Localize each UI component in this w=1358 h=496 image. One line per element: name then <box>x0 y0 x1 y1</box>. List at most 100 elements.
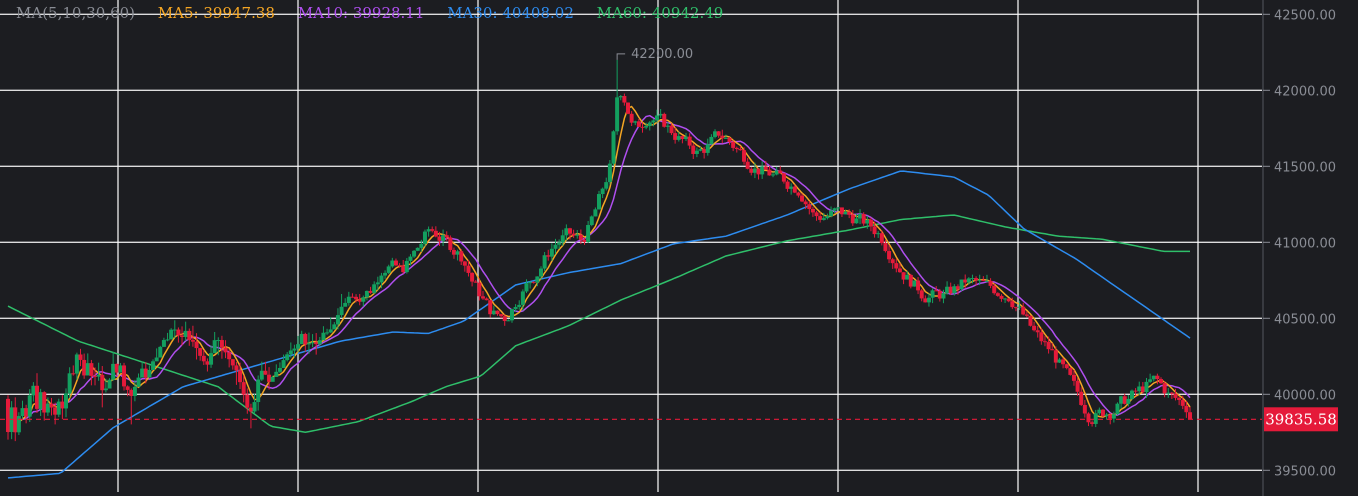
candle-129 <box>473 279 478 283</box>
ma-legend: MA(5,10,30,60) MA5: 39947.38 MA10: 39928… <box>16 4 741 22</box>
candle-97 <box>357 293 362 306</box>
candle-body-192 <box>702 149 707 153</box>
max-marker-arrow <box>616 53 626 60</box>
candle-231 <box>843 210 848 215</box>
candle-body-62 <box>230 359 235 366</box>
candle-body-92 <box>339 306 344 316</box>
candle-283 <box>1032 321 1037 332</box>
candle-292 <box>1064 363 1069 370</box>
candle-43 <box>161 337 166 348</box>
candle-body-20 <box>78 354 83 360</box>
candle-152 <box>557 239 562 250</box>
candle-body-25 <box>96 374 101 377</box>
candle-158 <box>578 229 583 245</box>
candle-243 <box>887 245 892 264</box>
candle-225 <box>821 212 826 221</box>
candle-124 <box>455 249 460 261</box>
candle-251 <box>916 277 921 295</box>
grid-lines <box>0 0 1264 496</box>
candle-body-209 <box>763 166 768 170</box>
candle-34 <box>129 388 134 425</box>
candle-body-7 <box>31 385 36 396</box>
candle-297 <box>1082 400 1087 418</box>
candle-body-246 <box>897 268 902 273</box>
candle-body-143 <box>524 283 529 292</box>
candle-87 <box>321 326 326 341</box>
candle-300 <box>1093 409 1098 428</box>
y-tick-label-6: 39500.00 <box>1274 464 1336 479</box>
candle-116 <box>426 226 431 237</box>
candle-288 <box>1050 343 1055 351</box>
candle-body-123 <box>451 249 456 255</box>
candle-96 <box>354 294 359 303</box>
candle-181 <box>662 112 667 128</box>
candle-28 <box>107 378 112 389</box>
candle-255 <box>930 288 935 304</box>
candle-153 <box>560 229 565 246</box>
candle-284 <box>1035 325 1040 338</box>
candle-60 <box>223 340 228 359</box>
candle-41 <box>154 348 159 362</box>
candle-229 <box>836 207 841 211</box>
candle-body-45 <box>169 329 174 340</box>
candle-body-145 <box>531 281 536 283</box>
candle-body-263 <box>959 279 964 290</box>
candle-30 <box>114 363 119 376</box>
candle-body-75 <box>277 368 282 372</box>
candle-205 <box>749 166 754 176</box>
candle-241 <box>879 230 884 246</box>
candle-body-76 <box>281 360 286 369</box>
candle-101 <box>372 281 377 294</box>
candle-body-99 <box>364 290 369 298</box>
candle-body-131 <box>480 296 485 299</box>
candle-body-222 <box>810 208 815 213</box>
candle-237 <box>865 215 870 229</box>
candle-24 <box>93 367 98 386</box>
candle-body-217 <box>792 186 797 193</box>
candle-body-23 <box>89 363 94 376</box>
candle-31 <box>118 362 123 373</box>
candle-body-138 <box>506 320 511 322</box>
candle-body-96 <box>354 296 359 300</box>
candle-body-3 <box>16 416 21 433</box>
y-tick-label-0: 42500.00 <box>1274 8 1336 23</box>
candle-8 <box>35 373 40 413</box>
candle-body-234 <box>854 218 859 224</box>
candle-body-284 <box>1035 330 1040 333</box>
candle-body-43 <box>161 340 166 347</box>
candle-body-78 <box>288 350 293 355</box>
candle-body-36 <box>136 377 141 387</box>
candle-263 <box>959 279 964 292</box>
candle-80 <box>296 335 301 353</box>
candle-37 <box>140 361 145 378</box>
candle-body-162 <box>593 209 598 217</box>
candle-body-13 <box>53 407 58 415</box>
candle-290 <box>1057 357 1062 363</box>
candle-163 <box>597 190 601 210</box>
candle-52 <box>194 333 199 360</box>
candle-36 <box>136 373 141 387</box>
candle-body-311 <box>1133 390 1138 392</box>
candle-body-134 <box>491 310 496 315</box>
candle-140 <box>513 304 518 312</box>
candle-26 <box>100 366 105 408</box>
y-tick-label-2: 41500.00 <box>1274 160 1336 175</box>
candle-144 <box>528 281 533 289</box>
candle-311 <box>1133 388 1138 396</box>
candle-50 <box>187 328 192 346</box>
candle-body-139 <box>509 309 514 321</box>
candle-body-83 <box>306 343 311 345</box>
candle-305 <box>1111 411 1116 423</box>
candle-202 <box>738 146 743 151</box>
candle-body-242 <box>883 243 888 252</box>
candle-body-122 <box>448 237 453 250</box>
candle-body-218 <box>796 192 801 196</box>
candle-body-173 <box>633 121 638 123</box>
candle-317 <box>1155 373 1160 385</box>
candle-body-11 <box>45 403 50 413</box>
candle-245 <box>894 258 899 273</box>
candle-118 <box>433 226 438 238</box>
candle-185 <box>676 131 681 142</box>
candle-body-32 <box>122 365 127 387</box>
candle-199 <box>727 136 732 145</box>
